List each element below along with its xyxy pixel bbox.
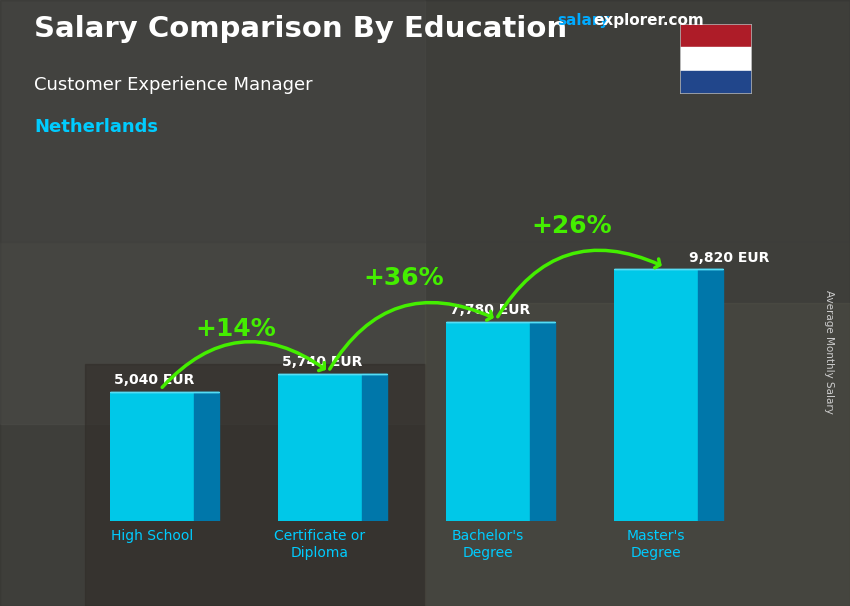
Text: 9,820 EUR: 9,820 EUR — [689, 251, 770, 265]
Text: 7,780 EUR: 7,780 EUR — [450, 303, 530, 317]
Text: explorer.com: explorer.com — [593, 13, 704, 28]
Text: +36%: +36% — [364, 265, 445, 290]
Bar — [680, 24, 752, 47]
Text: Customer Experience Manager: Customer Experience Manager — [34, 76, 313, 94]
Polygon shape — [194, 392, 219, 521]
Text: Average Monthly Salary: Average Monthly Salary — [824, 290, 834, 413]
Polygon shape — [362, 374, 387, 521]
Text: +26%: +26% — [531, 215, 612, 238]
Text: Netherlands: Netherlands — [34, 118, 158, 136]
Bar — [680, 47, 752, 71]
Bar — [85, 364, 425, 606]
Polygon shape — [530, 322, 555, 521]
Bar — [680, 71, 752, 94]
Text: 5,740 EUR: 5,740 EUR — [282, 355, 362, 370]
Bar — [278, 374, 362, 521]
Bar — [446, 322, 530, 521]
Bar — [425, 303, 850, 606]
Polygon shape — [698, 270, 723, 521]
Bar — [110, 392, 194, 521]
Text: 5,040 EUR: 5,040 EUR — [114, 373, 195, 387]
Bar — [614, 270, 698, 521]
Text: +14%: +14% — [196, 317, 276, 341]
Text: salary: salary — [557, 13, 609, 28]
Bar — [0, 0, 850, 242]
Bar — [0, 0, 425, 424]
Text: Salary Comparison By Education: Salary Comparison By Education — [34, 15, 567, 43]
